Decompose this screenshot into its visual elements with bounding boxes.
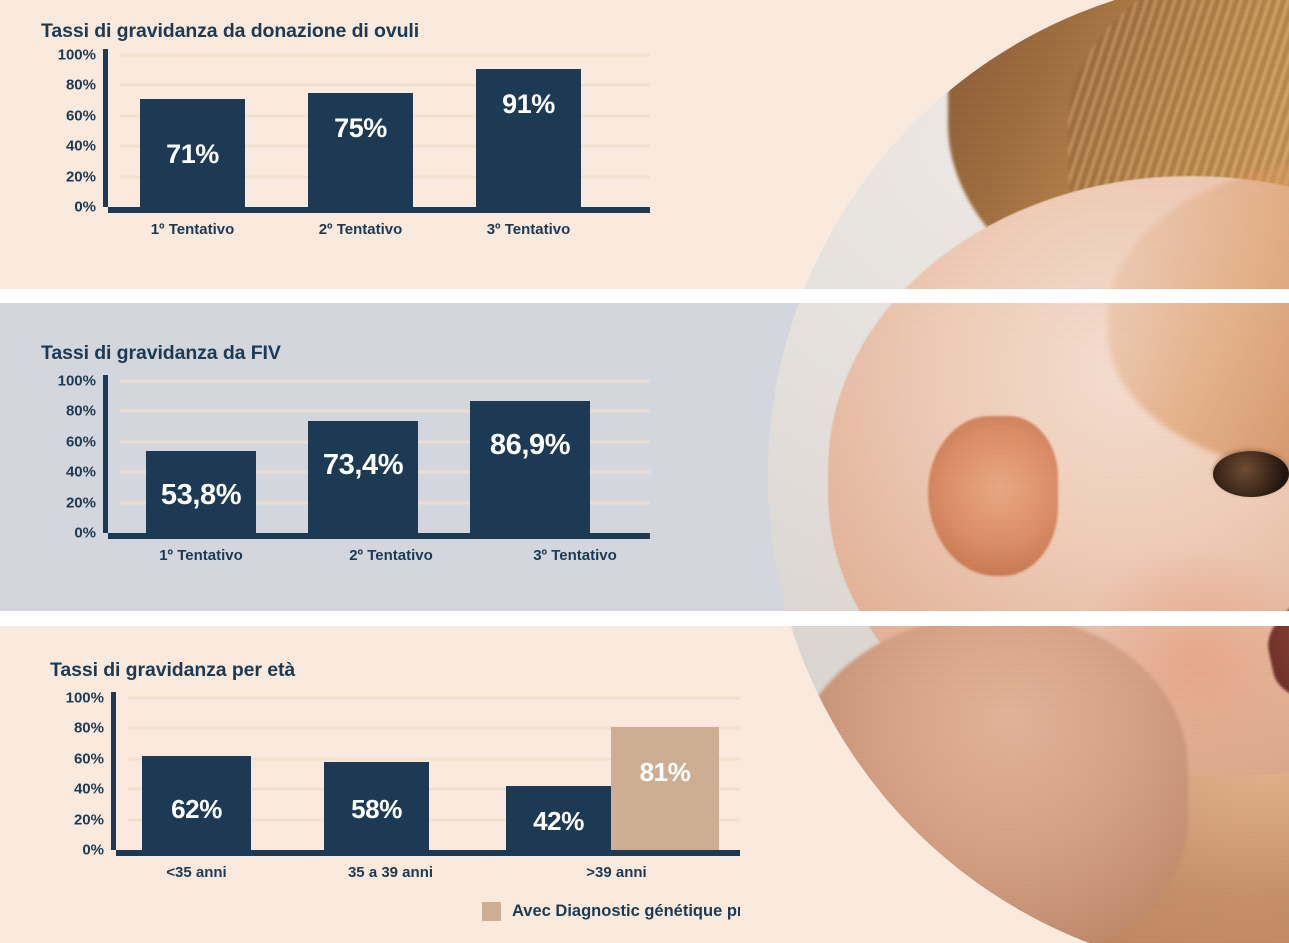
gridline-40: [128, 787, 775, 791]
y-axis-labels-chart-2: 100% 80% 60% 40% 20% 0%: [0, 373, 96, 542]
x-axis-line-chart-3: [116, 850, 775, 856]
x-axis-line-chart-2: [108, 533, 650, 539]
gridline-20: [128, 818, 775, 822]
photo-panel: [740, 0, 1289, 943]
bar-value-chart3-over39: 42%: [533, 806, 584, 837]
y-axis-labels-chart-1: 100% 80% 60% 40% 20% 0%: [0, 47, 96, 216]
y-axis-line-chart-1: [103, 49, 108, 207]
y-tick-100: 100%: [65, 689, 104, 707]
bar-value-chart3-over39-pgd: 81%: [639, 756, 691, 787]
bar-chart3-35to39[interactable]: 58%: [324, 761, 429, 850]
y-axis-labels-chart-3: 100% 80% 60% 40% 20% 0%: [8, 690, 104, 859]
bar-value-chart2-attempt3: 86,9%: [489, 428, 571, 461]
y-tick-0: 0%: [82, 841, 104, 859]
bar-value-chart3-under35: 62%: [171, 793, 222, 824]
gridline-60: [128, 757, 775, 761]
gridline-100: [120, 379, 650, 383]
y-tick-0: 0%: [74, 198, 96, 216]
bar-value-chart2-attempt2: 73,4%: [322, 449, 404, 482]
y-tick-100: 100%: [57, 372, 96, 390]
baby-photo-circle: [768, 0, 1289, 943]
bar-chart2-attempt1[interactable]: 53,8%: [146, 451, 256, 533]
x-label-chart2-attempt3: 3º Tentativo: [533, 547, 617, 564]
x-axis-labels-chart-3: <35 anni 35 a 39 anni >39 anni: [116, 864, 775, 886]
y-tick-80: 80%: [65, 76, 96, 94]
x-label-chart2-attempt1: 1º Tentativo: [159, 547, 243, 564]
bar-chart1-attempt3[interactable]: 91%: [476, 68, 581, 207]
bar-chart-ivf: 100% 80% 60% 40% 20% 0% 53,8%: [0, 373, 790, 573]
bar-chart-egg-donation: 100% 80% 60% 40% 20% 0% 71%: [0, 47, 790, 245]
gridline-100: [120, 53, 650, 57]
bar-value-chart1-attempt3: 91%: [502, 88, 555, 119]
y-tick-80: 80%: [65, 402, 96, 420]
bar-value-chart3-35to39: 58%: [351, 793, 402, 824]
baby-arm: [788, 616, 1188, 943]
y-tick-20: 20%: [73, 811, 104, 829]
legend-swatch-pgd-icon: [482, 902, 501, 921]
gridline-80: [128, 726, 775, 730]
x-label-chart1-attempt1: 1º Tentativo: [150, 221, 235, 238]
plot-area-chart-2: 53,8% 73,4% 86,9%: [108, 379, 650, 533]
y-axis-line-chart-3: [111, 692, 116, 850]
photo-gap-1: [740, 289, 1289, 303]
bar-chart3-over39[interactable]: 42%: [506, 786, 611, 850]
x-axis-line-chart-1: [108, 207, 650, 213]
chart-title-ivf: Tassi di gravidanza da FIV: [41, 342, 281, 364]
bars-chart-1: 71% 75% 91%: [108, 55, 650, 207]
x-label-chart3-35to39: 35 a 39 anni: [347, 864, 434, 881]
photo-gap-2: [740, 611, 1289, 626]
bar-chart-by-age: 100% 80% 60% 40% 20% 0% 62%: [8, 690, 798, 893]
gridline-80: [120, 83, 650, 87]
x-label-chart3-over39: >39 anni: [586, 864, 647, 881]
y-tick-60: 60%: [65, 107, 96, 125]
x-label-chart2-attempt2: 2º Tentativo: [349, 547, 433, 564]
y-tick-100: 100%: [57, 46, 96, 64]
bar-chart1-attempt1[interactable]: 71%: [140, 99, 245, 207]
bar-value-chart2-attempt1: 53,8%: [160, 479, 242, 512]
bar-chart2-attempt2[interactable]: 73,4%: [308, 421, 418, 533]
plot-area-chart-3: 62% 58% 42% 81%: [116, 696, 775, 850]
x-axis-labels-chart-2: 1º Tentativo 2º Tentativo 3º Tentativo: [108, 547, 650, 569]
x-label-chart3-under35: <35 anni: [166, 864, 227, 881]
y-axis-line-chart-2: [103, 375, 108, 533]
x-label-chart1-attempt3: 3º Tentativo: [486, 221, 571, 238]
bar-chart2-attempt3[interactable]: 86,9%: [470, 400, 590, 533]
y-tick-40: 40%: [65, 463, 96, 481]
x-axis-labels-chart-1: 1º Tentativo 2º Tentativo 3º Tentativo: [108, 221, 650, 243]
bar-value-chart1-attempt2: 75%: [334, 113, 387, 143]
bar-chart3-under35[interactable]: 62%: [142, 755, 251, 850]
gridline-100: [128, 696, 775, 700]
x-label-chart1-attempt2: 2º Tentativo: [318, 221, 403, 238]
bar-chart1-attempt2[interactable]: 75%: [308, 93, 413, 207]
bars-chart-3: 62% 58% 42% 81%: [116, 698, 775, 850]
y-tick-20: 20%: [65, 168, 96, 186]
bar-value-chart1-attempt1: 71%: [166, 139, 219, 170]
y-tick-0: 0%: [74, 524, 96, 542]
baby-ear: [928, 416, 1058, 576]
y-tick-60: 60%: [65, 433, 96, 451]
y-tick-40: 40%: [65, 137, 96, 155]
bars-chart-2: 53,8% 73,4% 86,9%: [108, 381, 650, 533]
gridline-80: [120, 409, 650, 413]
y-tick-80: 80%: [73, 719, 104, 737]
baby-eye-left: [1213, 451, 1289, 497]
chart-title-by-age: Tassi di gravidanza per età: [50, 659, 296, 681]
y-tick-40: 40%: [73, 780, 104, 798]
chart-title-egg-donation: Tassi di gravidanza da donazione di ovul…: [41, 20, 420, 42]
y-tick-20: 20%: [65, 494, 96, 512]
bar-chart3-over39-pgd[interactable]: 81%: [611, 726, 719, 850]
plot-area-chart-1: 71% 75% 91%: [108, 53, 650, 207]
gridlines-chart-3: [116, 696, 775, 850]
y-tick-60: 60%: [73, 750, 104, 768]
